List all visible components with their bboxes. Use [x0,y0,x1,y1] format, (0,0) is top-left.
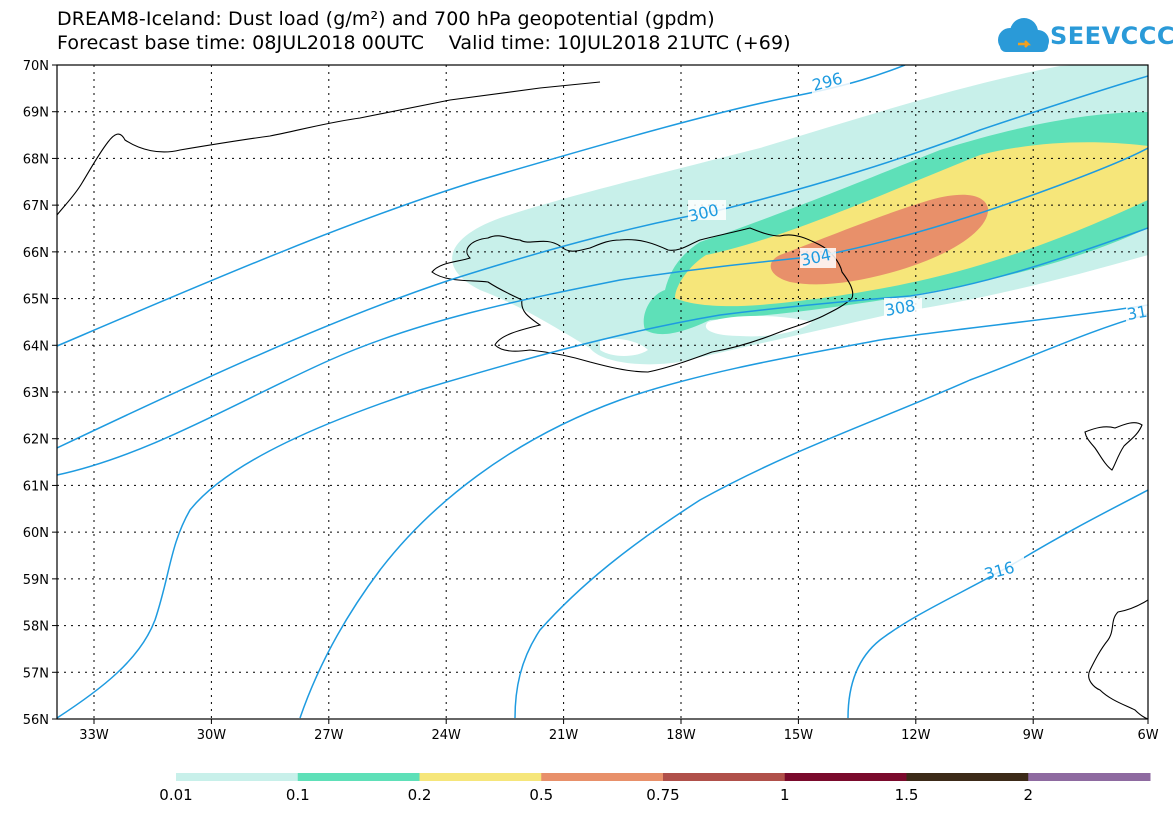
axis-ticks [52,64,1149,724]
iceland-coastline [431,227,854,373]
lat-label: 60N [23,526,49,541]
dust-shading [452,65,1148,365]
latitude-labels: 70N 69N 68N 67N 66N 65N 64N 63N 62N 61N 60N 59N 58N 5… [23,59,49,728]
lat-label: 67N [23,199,49,214]
colorbar-segment [1028,773,1151,781]
colorbar-label: 1.5 [895,786,919,804]
greenland-coastline [57,81,601,216]
lon-label: 30W [197,728,227,743]
contour-308 [57,227,1148,719]
lat-label: 57N [23,666,49,681]
lon-label: 12W [901,728,931,743]
lat-label: 68N [23,152,49,167]
lon-label: 15W [784,728,814,743]
lon-label: 27W [314,728,344,743]
lat-label: 64N [23,339,49,354]
colorbar-segment [663,773,786,781]
colorbar-segment [541,773,664,781]
colorbar-segment [906,773,1029,781]
colorbar-segment [784,773,907,781]
colorbar-label: 0.01 [159,786,192,804]
lon-label: 21W [549,728,579,743]
contour-304 [57,147,1148,476]
colorbar-label: 0.5 [529,786,553,804]
lon-label: 9W [1023,728,1044,743]
lat-label: 69N [23,106,49,121]
contour-320 [847,489,1148,719]
faroe-coastline [1084,422,1143,471]
lon-label: 18W [666,728,696,743]
lat-label: 61N [23,479,49,494]
colorbar-label: 0.1 [286,786,310,804]
lat-label: 70N [23,59,49,74]
contour-labels: 296 300 304 308 31 316 [686,69,1148,584]
colorbar-label: 0.75 [646,786,679,804]
geopotential-contours [57,65,1148,719]
longitude-labels: 33W 30W 27W 24W 21W 18W 15W 12W 9W 6W [79,728,1158,743]
colorbar-segment [419,773,542,781]
contour-316 [514,313,1148,719]
lat-label: 59N [23,573,49,588]
scotland-coastline [1088,599,1148,719]
lon-label: 33W [79,728,109,743]
lon-label: 24W [431,728,461,743]
contour-312 [299,304,1148,719]
lat-label: 58N [23,620,49,635]
lat-label: 65N [23,293,49,308]
lat-label: 62N [23,433,49,448]
colorbar-label: 1 [780,786,790,804]
colorbar-label: 2 [1023,786,1033,804]
contour-300 [57,75,1148,449]
colorbar-segment [297,773,420,781]
lat-label: 66N [23,246,49,261]
colorbar-label: 0.2 [408,786,432,804]
coastlines [57,81,1148,719]
contour-label-31: 31 [1125,302,1148,324]
lon-label: 6W [1137,728,1158,743]
logo-text: SEEVCCC [1050,22,1175,50]
lat-label: 56N [23,713,49,728]
map-title: DREAM8-Iceland: Dust load (g/m²) and 700… [57,8,715,30]
cloud-icon [998,18,1049,52]
colorbar-segment [176,773,299,781]
map-subtitle: Forecast base time: 08JUL2018 00UTC Vali… [57,32,791,54]
lat-label: 63N [23,386,49,401]
